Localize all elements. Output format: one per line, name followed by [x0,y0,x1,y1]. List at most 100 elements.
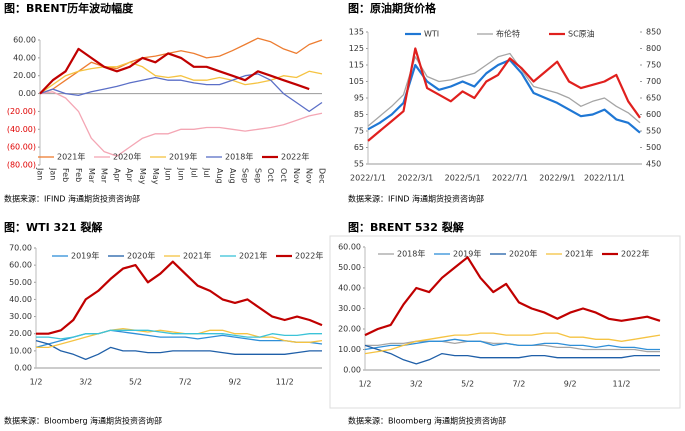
series-line [367,52,641,127]
source-note: 数据来源：Bloomberg 海通期货投资咨询部 [348,416,506,426]
x-tick-label: 7/2 [179,378,192,387]
x-tick-label: 1/2 [30,378,43,387]
series-line [35,339,322,361]
series-line [39,61,323,95]
x-tick-label: Jan [36,167,45,180]
x-tick-label: 3/2 [410,380,423,389]
y-tick-label: 65 [354,143,364,152]
series-line [36,260,323,335]
x-tick-label: Mar [100,168,109,184]
x-tick-label: 2022/5/1 [445,174,481,183]
x-tick-label: Apr [112,168,121,183]
y-tick-label: 30.00 [9,312,32,321]
x-tick-label: Dec [318,168,327,183]
x-tick-label: May [138,168,147,185]
y-tick-label: 50.00 [338,263,361,272]
legend-label: 2022年 [621,249,649,259]
legend-label: WTI [424,30,439,39]
series-line [36,329,322,340]
y-tick-label: 10.00 [338,345,361,354]
y-tick-label: 55 [354,160,364,169]
legend-label: 2019年 [71,251,99,261]
x-tick-label: Feb [74,168,83,182]
source-note: 数据来源：Bloomberg 海通期货投资咨询部 [4,416,162,426]
series-line [364,332,661,355]
x-tick-label: Oct [279,168,288,182]
chart-title: 图：BRENT历年波动幅度 [4,1,134,15]
legend-label: 2021年 [57,152,85,162]
x-tick-label: 2022/1/1 [350,174,386,183]
legend-label: 2020年 [113,152,141,162]
x-tick-label: 7/2 [512,380,525,389]
x-tick-label: 2022/3/1 [397,174,433,183]
x-tick-label: 11/2 [276,378,294,387]
y-tick-label: 40.00 [338,284,361,293]
y-tick-label: 60.00 [338,243,361,252]
x-tick-label: Sep [253,168,262,183]
x-tick-label: 9/2 [229,378,242,387]
x-tick-label: 9/2 [564,380,577,389]
x-tick-label: Nov [292,168,301,184]
x-tick-label: Aug [215,168,224,184]
y2-tick-label: 850 [646,28,661,37]
x-tick-label: 11/2 [613,380,631,389]
y-tick-label: 0.00 [18,89,36,98]
series-line [39,37,323,95]
y2-tick-label: 500 [646,143,661,152]
x-tick-label: Jun [164,167,173,181]
source-note: 数据来源：IFIND 海通期货投资咨询部 [348,194,484,204]
x-tick-label: 3/2 [79,378,92,387]
legend-label: 2020年 [509,249,537,259]
y-tick-label: (20.00) [7,107,36,116]
series-line [364,344,660,365]
x-tick-label: 1/2 [359,380,372,389]
legend-label: 2021年 [565,249,593,259]
y-tick-label: (40.00) [7,125,36,134]
y-tick-label: (60.00) [7,143,36,152]
legend-label: SC原油 [568,29,595,39]
legend-label: 2020年 [127,251,155,261]
x-tick-label: Sep [241,168,250,183]
y-tick-label: 20.00 [9,329,32,338]
x-tick-label: 2022/11/1 [584,174,625,183]
series-line [39,47,310,95]
y-tick-label: 50.00 [9,278,32,287]
y-tick-label: 20.00 [13,71,36,80]
x-tick-label: 5/2 [129,378,142,387]
y2-tick-label: 650 [646,94,661,103]
x-tick-label: 5/2 [461,380,474,389]
y-tick-label: 0.00 [343,366,361,375]
y-tick-label: 115 [349,61,364,70]
legend-label: 2022年 [295,251,323,261]
series-line [364,256,661,337]
legend-label: 2021年 [183,251,211,261]
series-line [39,91,323,157]
x-tick-label: Nov [305,168,314,184]
legend-label: 2022年 [281,152,309,162]
y2-tick-label: 450 [646,160,661,169]
legend-label: 2018年 [225,152,253,162]
y-tick-label: 125 [349,44,364,53]
x-tick-label: Aug [228,168,237,184]
x-tick-label: Jan [48,167,57,180]
series-line [364,338,660,351]
y-tick-label: 85 [354,110,364,119]
y-tick-label: 40.00 [13,53,36,62]
legend-label: 2018年 [397,249,425,259]
legend-label: 2019年 [169,152,197,162]
source-note: 数据来源：IFIND 海通期货投资咨询部 [4,194,140,204]
y-tick-label: 0.00 [14,364,32,373]
y2-tick-label: 750 [646,61,661,70]
panel-border [329,235,681,409]
y-tick-label: 75 [354,127,364,136]
y-tick-label: 30.00 [338,304,361,313]
series-line [39,73,323,113]
legend-label: 2021年 [239,251,267,261]
x-tick-label: Apr [125,168,134,183]
y-tick-label: 40.00 [9,295,32,304]
x-tick-label: Jun [177,167,186,181]
x-tick-label: Feb [61,168,70,182]
x-tick-label: Oct [266,168,275,182]
y-tick-label: 20.00 [338,325,361,334]
